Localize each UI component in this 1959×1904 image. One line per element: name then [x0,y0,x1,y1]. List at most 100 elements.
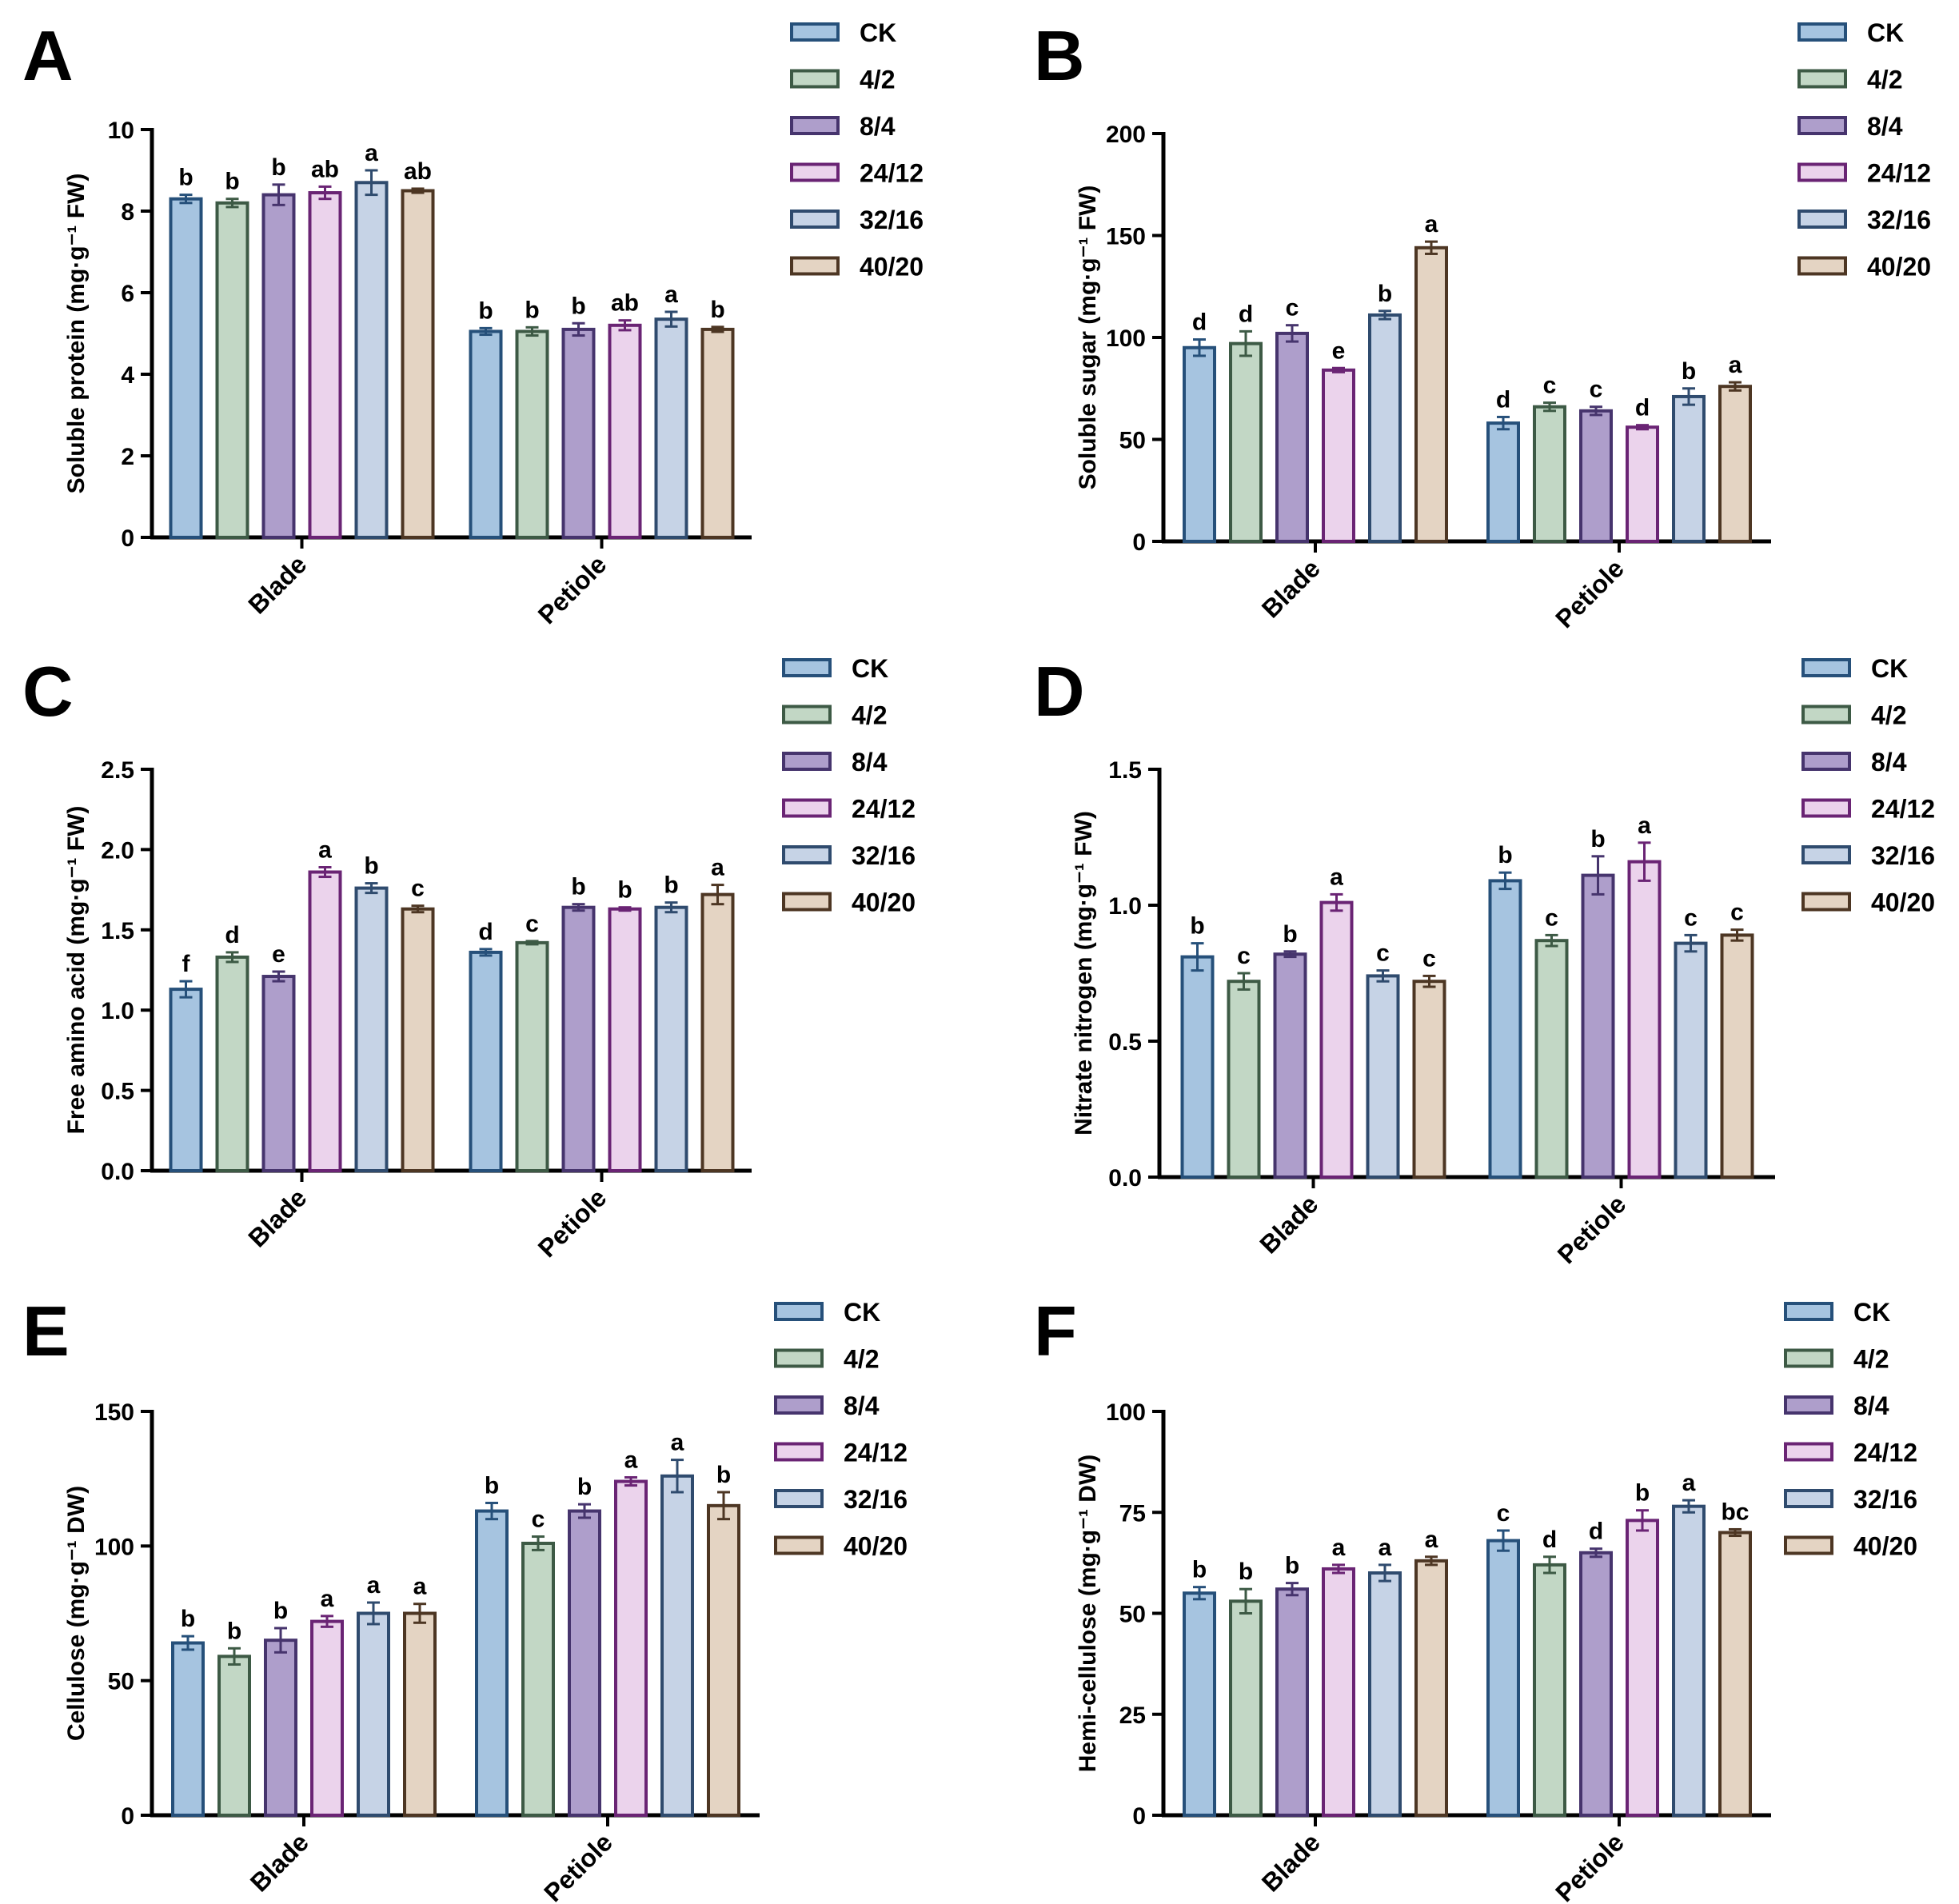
legend-swatch-CK [790,22,840,42]
significance-letter: c [1730,900,1744,926]
significance-letter: a [1330,864,1343,890]
legend-swatch-4-2 [1797,69,1847,89]
bar-8-4-petiole [1581,873,1615,1179]
legend-swatch-32-16 [774,1489,824,1508]
significance-letter: a [664,281,678,308]
category-label: Petiole [538,1827,618,1904]
significance-letter: b [1285,1553,1299,1579]
significance-letter: c [1497,1500,1510,1527]
y-tick-label: 25 [1119,1702,1146,1729]
significance-letter: a [1638,812,1651,839]
legend-label: 4/2 [852,701,887,730]
bar-8-4-petiole [568,1509,601,1817]
bar-24-12-petiole [1626,1519,1659,1817]
significance-letter: a [1332,1535,1346,1561]
category-label: Petiole [533,1183,612,1263]
significance-letter: b [710,297,724,323]
significance-letter: a [671,1430,684,1456]
bar-8-4-blade [264,1639,297,1818]
legend-label: CK [1853,1298,1890,1327]
bar-32-16-petiole [1674,941,1708,1179]
significance-letter: e [1332,337,1346,364]
significance-letter: b [181,1606,195,1632]
bar-CK-petiole [1486,1539,1520,1817]
category-label: Blade [245,1827,314,1897]
significance-letter: b [716,1462,731,1488]
y-tick-label: 100 [1106,1399,1146,1426]
significance-letter: b [1239,1559,1253,1585]
legend-swatch-32-16 [1784,1489,1833,1508]
y-tick-label: 150 [94,1399,134,1426]
legend-label: CK [852,654,888,683]
legend-label: 24/12 [844,1439,908,1467]
significance-letter: c [1545,904,1558,931]
significance-letter: d [1192,309,1207,336]
bar-32-16-blade [357,1611,390,1817]
bar-40-20-blade [1414,245,1448,543]
significance-letter: f [182,951,191,977]
category-label: Petiole [1552,1189,1632,1269]
chart-panel-e: E 0 50 100 150 Cellulose (mg·g⁻¹ DW) b b b a a a Bla… [22,1291,908,1904]
bar-4-2-petiole [515,329,549,539]
legend-swatch-4-2 [782,705,832,724]
bar-4-2-petiole [1534,939,1569,1179]
legend-label: 32/16 [1871,841,1935,870]
bar-4-2-blade [215,955,249,1173]
significance-letter: a [1682,1470,1696,1496]
y-tick-label: 2.5 [101,757,134,784]
bar-4-2-blade [1229,341,1263,543]
y-tick-label: 0 [121,525,134,552]
significance-letter: ab [404,158,432,185]
bar-40-20-blade [401,907,435,1173]
legend-swatch-CK [1801,658,1851,677]
legend-swatch-32-16 [782,845,832,864]
legend-swatch-40-20 [790,256,840,276]
panel-letter: A [22,16,74,95]
significance-letter: c [1543,373,1557,399]
bar-40-20-blade [1412,980,1446,1179]
y-axis-title: Soluble protein (mg·g⁻¹ FW) [63,174,90,494]
y-tick-label: 100 [94,1534,134,1560]
y-axis-title: Soluble sugar (mg·g⁻¹ FW) [1075,186,1101,490]
panel-letter: C [22,652,74,731]
bar-CK-blade [1183,1591,1216,1817]
y-tick-label: 0 [121,1803,134,1830]
y-tick-label: 75 [1119,1500,1146,1527]
significance-letter: a [1378,1535,1392,1561]
chart-panel-c: C 0.0 0.5 1.0 1.5 2.0 2.5 Free amino acid (mg·g… [22,652,916,1263]
bar-32-16-petiole [654,905,688,1172]
y-tick-label: 0.5 [1108,1029,1142,1056]
legend-swatch-8-4 [1797,116,1847,135]
category-label: Blade [1256,1827,1326,1897]
y-tick-label: 10 [108,118,134,144]
bar-24-12-blade [1322,368,1355,543]
legend-label: 32/16 [1853,1485,1917,1514]
legend-swatch-32-16 [790,210,840,229]
significance-letter: c [411,876,425,902]
significance-letter: a [318,836,332,863]
y-tick-label: 0.5 [101,1079,134,1105]
bar-CK-petiole [1486,421,1520,543]
legend-label: 24/12 [1871,795,1935,824]
y-tick-label: 100 [1106,325,1146,352]
legend-label: 24/12 [860,159,924,188]
legend-label: 8/4 [860,112,896,141]
significance-letter: c [1237,943,1251,969]
bar-4-2-petiole [515,940,549,1172]
bar-24-12-blade [1319,900,1354,1179]
legend-label: 24/12 [1867,159,1931,188]
significance-letter: b [1590,826,1605,852]
significance-letter: a [321,1586,334,1612]
legend-swatch-4-2 [1784,1348,1833,1368]
legend-swatch-8-4 [782,752,832,771]
bar-CK-petiole [469,950,503,1172]
significance-letter: a [1729,352,1742,378]
significance-letter: b [571,293,585,319]
legend-label: 40/20 [1867,253,1931,281]
legend-label: 4/2 [1871,701,1906,730]
significance-letter: b [1498,842,1512,868]
category-label: Petiole [1550,1827,1630,1904]
significance-letter: c [1684,904,1698,931]
legend-swatch-CK [782,658,832,677]
bar-24-12-blade [310,1619,344,1817]
